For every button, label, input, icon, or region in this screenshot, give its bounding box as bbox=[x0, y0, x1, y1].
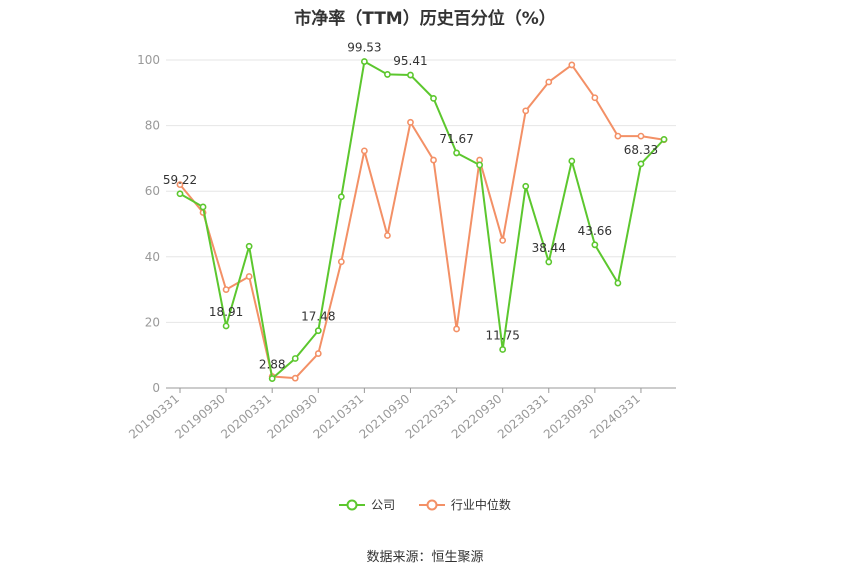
series-1-point-16 bbox=[545, 78, 553, 86]
data-source: 数据来源：恒生聚源 bbox=[366, 550, 484, 565]
data-label-6: 17.48 bbox=[301, 310, 335, 324]
series-1-point-17 bbox=[568, 61, 576, 69]
legend-company-label: 公司 bbox=[371, 498, 396, 512]
series-0-point-15 bbox=[522, 182, 530, 190]
data-label-18: 43.66 bbox=[578, 224, 612, 238]
data-label-2: 18.91 bbox=[209, 305, 243, 319]
chart-title: 市净率（TTM）历史百分位（%） bbox=[294, 9, 556, 29]
series-1-point-0 bbox=[176, 181, 184, 189]
y-tick-label-20: 20 bbox=[145, 315, 160, 329]
series-layer bbox=[176, 58, 668, 382]
series-1-point-11 bbox=[430, 156, 437, 164]
data-label-16: 38.44 bbox=[532, 241, 566, 255]
series-1-point-12 bbox=[453, 325, 460, 333]
series-0-point-16 bbox=[545, 258, 553, 266]
series-0-point-14 bbox=[499, 346, 507, 353]
series-0-point-12 bbox=[453, 149, 460, 157]
data-label-14: 11.75 bbox=[485, 328, 519, 342]
data-label-12: 71.67 bbox=[439, 132, 473, 146]
y-tick-label-100: 100 bbox=[137, 53, 160, 67]
series-0-point-17 bbox=[568, 157, 576, 165]
series-0-point-19 bbox=[614, 279, 622, 287]
y-tick-label-0: 0 bbox=[152, 381, 160, 395]
x-tick-label-20240331: 20240331 bbox=[587, 392, 643, 442]
legend-item-company[interactable]: 公司 bbox=[339, 496, 395, 513]
series-1-point-10 bbox=[407, 118, 414, 126]
y-tick-label-40: 40 bbox=[145, 250, 160, 264]
series-1-point-6 bbox=[314, 350, 322, 357]
grid-layer bbox=[166, 59, 676, 323]
series-1-point-20 bbox=[637, 132, 645, 140]
x-tick-label-20220930: 20220930 bbox=[449, 392, 505, 442]
y-tick-label-60: 60 bbox=[145, 184, 160, 198]
x-tick-label-20200331: 20200331 bbox=[218, 392, 274, 442]
chart-plot: 0 20 40 60 80 100 2019033120190930202003312020… bbox=[126, 41, 676, 442]
series-1-point-7 bbox=[337, 258, 345, 266]
series-0-point-0 bbox=[176, 190, 184, 198]
series-0-point-5 bbox=[291, 355, 299, 362]
x-tick-label-20190331: 20190331 bbox=[126, 392, 182, 442]
series-1-point-5 bbox=[291, 374, 299, 382]
series-0-point-8 bbox=[360, 58, 368, 65]
series-0-point-20 bbox=[637, 160, 645, 168]
x-tick-label-20220331: 20220331 bbox=[403, 392, 459, 442]
series-0-point-21 bbox=[660, 135, 668, 143]
series-0-point-3 bbox=[245, 242, 253, 250]
data-label-0: 59.22 bbox=[163, 173, 197, 187]
series-0-point-13 bbox=[476, 161, 484, 169]
series-0-point-2 bbox=[222, 322, 230, 330]
series-0-point-11 bbox=[430, 94, 437, 102]
series-0-point-10 bbox=[407, 71, 414, 79]
data-label-8: 99.53 bbox=[347, 41, 381, 55]
data-label-layer: 59.22 18.91 2.88 17.48 99.53 95.41 71.67 11.75 3… bbox=[163, 41, 658, 372]
series-1-point-15 bbox=[522, 107, 530, 115]
series-1-point-14 bbox=[499, 236, 507, 244]
series-1-point-3 bbox=[245, 273, 253, 280]
series-1-point-2 bbox=[222, 286, 230, 293]
x-tick-label-20210331: 20210331 bbox=[311, 392, 367, 442]
series-1-point-8 bbox=[360, 147, 368, 155]
legend-company-marker-icon bbox=[339, 499, 366, 510]
series-0-point-9 bbox=[384, 71, 391, 78]
legend-item-industry[interactable]: 行业中位数 bbox=[418, 496, 511, 513]
series-1-point-19 bbox=[614, 132, 622, 140]
series-0-point-1 bbox=[199, 203, 207, 211]
series-1-point-9 bbox=[384, 232, 391, 239]
x-tick-label-20200930: 20200930 bbox=[264, 392, 320, 442]
legend: 公司 行业中位数 bbox=[0, 496, 850, 514]
x-tick-label-20190930: 20190930 bbox=[172, 392, 228, 442]
data-label-4: 2.88 bbox=[259, 358, 286, 372]
series-0-point-4 bbox=[268, 375, 276, 382]
legend-industry-marker-icon bbox=[418, 499, 445, 510]
series-0-point-18 bbox=[591, 241, 599, 249]
series-0-point-7 bbox=[337, 193, 345, 201]
series-line-1 bbox=[179, 63, 665, 380]
legend-industry-label: 行业中位数 bbox=[450, 498, 511, 512]
x-tick-label-20210930: 20210930 bbox=[357, 392, 413, 442]
data-label-10: 95.41 bbox=[393, 54, 427, 68]
x-tick-label-20230930: 20230930 bbox=[541, 392, 597, 442]
series-line-0 bbox=[179, 60, 665, 380]
series-0-point-6 bbox=[314, 327, 322, 335]
data-label-20: 68.33 bbox=[624, 143, 658, 157]
series-1-point-18 bbox=[591, 94, 599, 102]
x-tick-label-20230331: 20230331 bbox=[495, 392, 551, 442]
y-tick-label-80: 80 bbox=[145, 119, 160, 133]
